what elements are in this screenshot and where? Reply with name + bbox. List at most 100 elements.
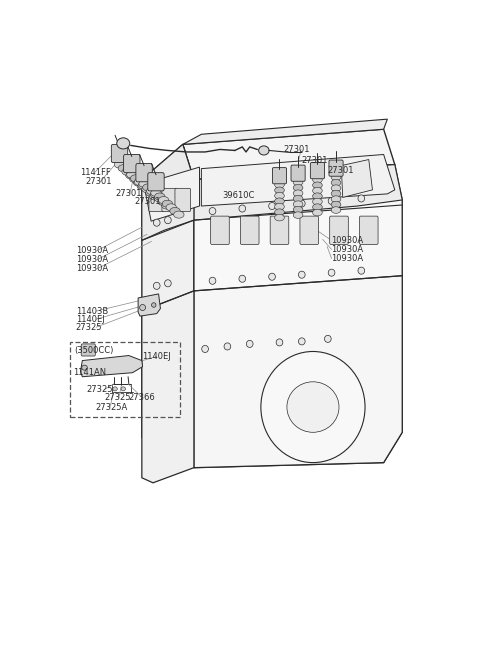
- Ellipse shape: [209, 277, 216, 284]
- Ellipse shape: [328, 197, 335, 205]
- Ellipse shape: [202, 346, 208, 352]
- FancyBboxPatch shape: [211, 216, 229, 245]
- Polygon shape: [202, 155, 395, 206]
- FancyBboxPatch shape: [124, 154, 140, 173]
- Ellipse shape: [174, 211, 184, 218]
- Ellipse shape: [312, 182, 322, 188]
- Ellipse shape: [312, 204, 322, 211]
- Polygon shape: [183, 129, 395, 180]
- Text: 10930A: 10930A: [332, 236, 364, 245]
- Polygon shape: [341, 159, 372, 197]
- Ellipse shape: [151, 190, 161, 196]
- Ellipse shape: [275, 215, 284, 221]
- Text: 27325: 27325: [76, 323, 102, 332]
- FancyBboxPatch shape: [149, 188, 165, 212]
- FancyBboxPatch shape: [240, 216, 259, 245]
- Polygon shape: [138, 294, 160, 316]
- Ellipse shape: [143, 184, 153, 191]
- Ellipse shape: [154, 195, 165, 202]
- Ellipse shape: [293, 207, 303, 213]
- Ellipse shape: [130, 176, 140, 182]
- Ellipse shape: [154, 282, 160, 289]
- Ellipse shape: [312, 176, 322, 183]
- Ellipse shape: [275, 192, 284, 199]
- Text: 10930A: 10930A: [76, 264, 108, 273]
- FancyBboxPatch shape: [311, 163, 324, 178]
- Polygon shape: [142, 291, 194, 483]
- Ellipse shape: [312, 193, 322, 199]
- Ellipse shape: [118, 165, 129, 172]
- FancyBboxPatch shape: [175, 188, 191, 212]
- Text: 10930A: 10930A: [332, 245, 364, 254]
- Ellipse shape: [121, 387, 125, 391]
- Polygon shape: [81, 356, 143, 377]
- Ellipse shape: [293, 201, 303, 207]
- Text: 27301: 27301: [328, 166, 354, 175]
- Polygon shape: [194, 165, 402, 468]
- Ellipse shape: [358, 195, 365, 202]
- Ellipse shape: [331, 185, 341, 192]
- Ellipse shape: [158, 198, 168, 205]
- Ellipse shape: [275, 198, 284, 205]
- Ellipse shape: [126, 172, 136, 179]
- Ellipse shape: [239, 205, 246, 212]
- Text: 10930A: 10930A: [332, 254, 364, 263]
- Ellipse shape: [331, 174, 341, 180]
- Ellipse shape: [287, 382, 339, 432]
- Text: 1140EJ: 1140EJ: [76, 315, 104, 323]
- Ellipse shape: [331, 196, 341, 203]
- Polygon shape: [142, 144, 194, 442]
- Ellipse shape: [269, 273, 276, 280]
- Ellipse shape: [113, 387, 117, 391]
- FancyBboxPatch shape: [162, 188, 178, 212]
- Ellipse shape: [275, 182, 284, 188]
- Ellipse shape: [142, 186, 152, 193]
- Ellipse shape: [162, 202, 172, 209]
- Ellipse shape: [166, 204, 177, 211]
- Polygon shape: [142, 144, 194, 240]
- Ellipse shape: [122, 169, 132, 175]
- Ellipse shape: [140, 304, 145, 310]
- Ellipse shape: [114, 161, 125, 168]
- Ellipse shape: [293, 184, 303, 191]
- Ellipse shape: [259, 146, 269, 155]
- Ellipse shape: [133, 179, 144, 186]
- FancyBboxPatch shape: [270, 216, 289, 245]
- Ellipse shape: [239, 276, 246, 282]
- Ellipse shape: [299, 200, 305, 207]
- Ellipse shape: [134, 178, 144, 186]
- Ellipse shape: [312, 188, 322, 194]
- Ellipse shape: [328, 269, 335, 276]
- FancyBboxPatch shape: [291, 165, 305, 181]
- Ellipse shape: [117, 138, 130, 149]
- FancyBboxPatch shape: [329, 160, 343, 176]
- Ellipse shape: [209, 207, 216, 215]
- Ellipse shape: [331, 201, 341, 208]
- Ellipse shape: [324, 335, 331, 342]
- Text: 27366: 27366: [129, 394, 155, 402]
- Ellipse shape: [224, 343, 231, 350]
- Text: 27325: 27325: [87, 385, 113, 394]
- Text: 1141AN: 1141AN: [72, 368, 106, 377]
- Ellipse shape: [127, 171, 137, 178]
- Ellipse shape: [149, 193, 160, 200]
- Ellipse shape: [139, 180, 149, 188]
- Ellipse shape: [154, 219, 160, 226]
- Ellipse shape: [246, 340, 253, 348]
- Ellipse shape: [170, 207, 180, 215]
- Text: 27301: 27301: [115, 189, 142, 198]
- Ellipse shape: [138, 182, 148, 189]
- Ellipse shape: [331, 179, 341, 186]
- Text: 27325: 27325: [104, 394, 131, 402]
- Ellipse shape: [158, 197, 169, 203]
- Ellipse shape: [131, 174, 141, 182]
- Bar: [71, 342, 180, 417]
- Ellipse shape: [155, 193, 165, 200]
- Ellipse shape: [293, 190, 303, 197]
- Ellipse shape: [162, 200, 173, 207]
- Polygon shape: [194, 165, 402, 220]
- Text: 27301: 27301: [134, 197, 161, 207]
- Text: 11403B: 11403B: [76, 306, 108, 316]
- Ellipse shape: [82, 365, 87, 370]
- Text: 27325A: 27325A: [95, 403, 127, 411]
